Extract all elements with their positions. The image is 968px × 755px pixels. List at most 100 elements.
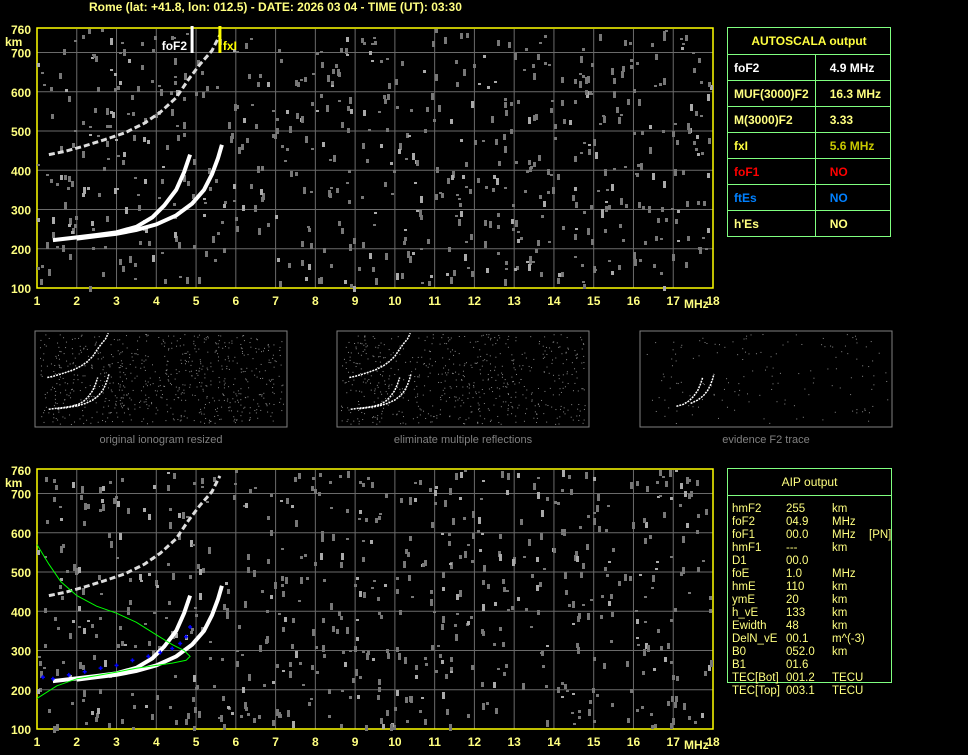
noise-echo <box>459 555 462 559</box>
noise-echo <box>536 585 539 591</box>
noise-echo <box>541 399 543 401</box>
noise-echo <box>558 423 560 425</box>
noise-echo <box>203 198 206 200</box>
noise-echo <box>357 695 360 699</box>
noise-echo <box>645 522 648 528</box>
noise-echo <box>226 368 228 370</box>
noise-echo <box>856 412 858 414</box>
noise-echo <box>505 262 508 265</box>
noise-echo <box>483 565 486 572</box>
noise-echo <box>272 420 274 422</box>
noise-echo <box>140 367 142 369</box>
noise-echo <box>152 650 155 656</box>
noise-echo <box>388 399 390 401</box>
noise-echo <box>136 375 138 377</box>
noise-echo <box>583 355 585 357</box>
noise-echo <box>236 226 239 232</box>
noise-echo <box>72 620 75 623</box>
noise-echo <box>486 360 488 362</box>
noise-echo <box>48 412 50 414</box>
noise-echo <box>149 384 151 386</box>
noise-echo <box>371 587 374 589</box>
noise-echo <box>108 412 110 414</box>
noise-echo <box>254 487 257 489</box>
noise-echo <box>152 383 154 385</box>
noise-echo <box>742 359 744 361</box>
noise-echo <box>115 404 117 406</box>
noise-echo <box>123 412 125 414</box>
noise-echo <box>553 334 555 336</box>
noise-echo <box>330 507 333 509</box>
noise-echo <box>332 626 335 632</box>
noise-echo <box>682 567 685 574</box>
noise-echo <box>72 353 74 355</box>
noise-echo <box>210 380 212 382</box>
noise-echo <box>438 381 440 383</box>
noise-echo <box>106 125 109 128</box>
noise-echo <box>471 101 474 108</box>
autoscala-row: M(3000)F2 3.33 <box>727 106 892 133</box>
noise-echo <box>570 489 573 495</box>
noise-echo <box>154 371 156 373</box>
noise-echo <box>372 336 374 338</box>
autoscala-value: NO <box>814 210 892 237</box>
noise-echo <box>297 82 300 87</box>
noise-echo <box>417 393 419 395</box>
noise-echo <box>728 382 730 384</box>
noise-echo <box>125 207 128 214</box>
noise-echo <box>156 390 158 392</box>
noise-echo <box>423 70 426 73</box>
noise-echo <box>354 342 356 344</box>
noise-echo <box>439 192 442 194</box>
noise-echo <box>243 340 245 342</box>
noise-echo <box>494 81 497 83</box>
noise-echo <box>388 387 390 389</box>
noise-echo <box>611 68 614 75</box>
noise-echo <box>515 396 517 398</box>
noise-echo <box>138 205 141 211</box>
noise-echo <box>557 687 560 693</box>
noise-echo <box>257 166 260 173</box>
noise-echo <box>641 131 644 135</box>
noise-echo <box>177 390 179 392</box>
noise-echo <box>238 147 241 154</box>
noise-echo <box>197 60 200 66</box>
noise-echo <box>127 508 130 514</box>
noise-echo <box>471 411 473 413</box>
noise-echo <box>822 337 824 339</box>
noise-echo <box>468 383 470 385</box>
noise-echo <box>441 533 444 535</box>
noise-echo <box>117 416 119 418</box>
noise-echo <box>183 344 185 346</box>
noise-echo <box>181 392 183 394</box>
noise-echo <box>694 721 697 724</box>
noise-echo <box>97 351 99 353</box>
noise-echo <box>103 167 106 171</box>
noise-echo <box>144 623 147 625</box>
noise-echo <box>822 419 824 421</box>
noise-echo <box>125 335 127 337</box>
noise-echo <box>587 76 590 83</box>
noise-echo <box>353 362 355 364</box>
noise-echo <box>697 153 700 156</box>
noise-echo <box>323 579 326 582</box>
noise-echo <box>446 273 449 276</box>
noise-echo <box>58 411 60 413</box>
noise-echo <box>677 210 680 213</box>
noise-echo <box>121 402 123 404</box>
thumbnail-frame <box>34 330 288 428</box>
noise-echo <box>697 567 700 572</box>
noise-echo <box>207 369 209 371</box>
noise-echo <box>281 391 283 393</box>
noise-echo <box>599 34 602 41</box>
aip-unit: MHz <box>832 516 856 528</box>
noise-echo <box>490 419 492 421</box>
noise-echo <box>572 419 574 421</box>
noise-echo <box>376 423 378 425</box>
autoscala-value: 16.3 MHz <box>814 80 892 107</box>
thumbnail-label: eliminate multiple reflections <box>393 434 533 446</box>
noise-echo <box>81 334 83 336</box>
noise-echo <box>356 637 359 641</box>
noise-echo <box>423 362 425 364</box>
noise-echo <box>448 541 451 546</box>
